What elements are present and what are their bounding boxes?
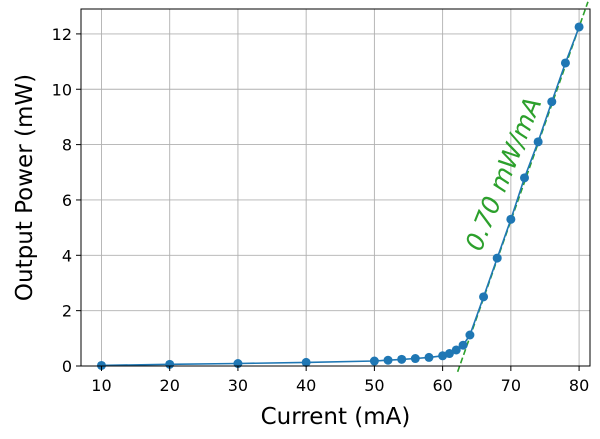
data-point xyxy=(560,58,570,68)
x-tick-label: 80 xyxy=(569,376,589,395)
data-point xyxy=(397,354,407,364)
y-tick-label: 8 xyxy=(62,136,72,155)
y-tick-label: 10 xyxy=(52,80,72,99)
x-tick-label: 20 xyxy=(160,376,180,395)
y-tick-label: 6 xyxy=(62,191,72,210)
data-point xyxy=(492,253,502,263)
x-tick-label: 10 xyxy=(91,376,111,395)
data-point xyxy=(444,349,454,359)
y-tick-label: 4 xyxy=(62,246,72,265)
plot-frame xyxy=(80,8,591,367)
data-point xyxy=(424,352,434,362)
data-point xyxy=(458,340,468,350)
data-point xyxy=(96,360,106,370)
x-tick-label: 40 xyxy=(296,376,316,395)
data-point xyxy=(506,214,516,224)
x-tick-label: 30 xyxy=(228,376,248,395)
x-tick-label: 70 xyxy=(501,376,521,395)
series-layer xyxy=(96,22,584,370)
annotation-layer: 0.70 mW/mA xyxy=(460,93,548,255)
y-tick-label: 2 xyxy=(62,302,72,321)
x-tick-label: 50 xyxy=(364,376,384,395)
x-tick-label: 60 xyxy=(432,376,452,395)
slope-annotation: 0.70 mW/mA xyxy=(460,93,548,255)
data-point xyxy=(547,97,557,107)
data-point xyxy=(479,292,489,302)
data-point xyxy=(301,357,311,367)
data-point xyxy=(410,354,420,364)
data-point xyxy=(519,173,529,183)
y-axis-label: Output Power (mW) xyxy=(12,74,38,301)
x-axis-label: Current (mA) xyxy=(261,404,411,430)
data-point xyxy=(438,351,448,361)
data-point xyxy=(383,355,393,365)
data-point xyxy=(574,22,584,32)
data-point xyxy=(465,330,475,340)
y-tick-label: 0 xyxy=(62,357,72,376)
data-point xyxy=(369,356,379,366)
data-point xyxy=(165,359,175,369)
grid xyxy=(81,9,590,367)
ticks-layer: 10 20 30 40 50 60 70 80 0 2 4 6 8 10 12 xyxy=(52,25,590,395)
data-point xyxy=(533,137,543,147)
y-tick-label: 12 xyxy=(52,25,72,44)
data-point xyxy=(451,345,461,355)
